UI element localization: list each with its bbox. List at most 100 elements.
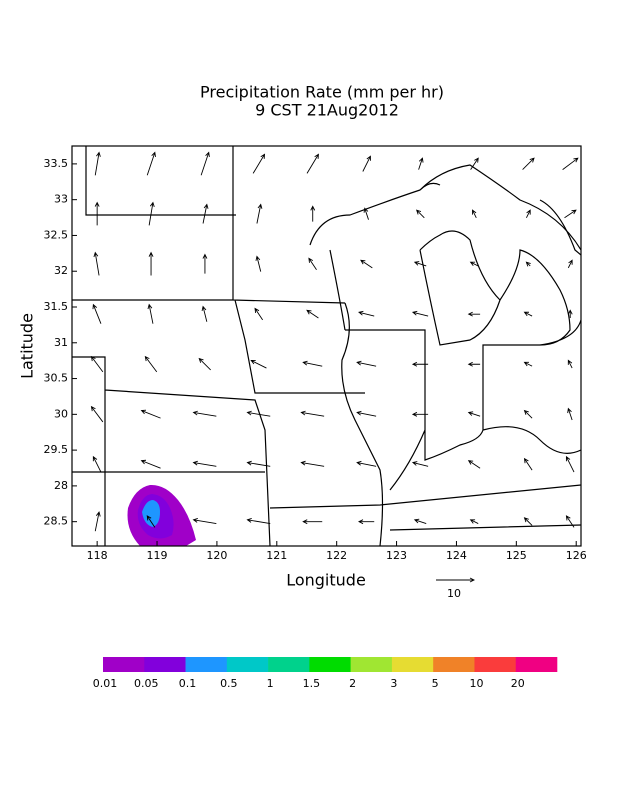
y-tick-label: 33.5 <box>44 157 69 170</box>
wind-arrow <box>146 151 156 176</box>
x-tick-label: 124 <box>446 549 467 562</box>
colorbar-box <box>144 657 186 672</box>
wind-arrow <box>526 209 531 218</box>
wind-arrow <box>567 259 573 269</box>
wind-arrow <box>94 151 101 176</box>
wind-arrow <box>310 205 316 222</box>
boundaries <box>72 146 581 546</box>
wind-arrow <box>467 311 481 317</box>
wind-arrow <box>92 303 102 324</box>
wind-arrow <box>356 410 377 417</box>
wind-arrow <box>306 309 319 319</box>
y-tick-label: 31 <box>54 336 68 349</box>
wind-arrow <box>308 257 317 271</box>
x-tick-label: 122 <box>326 549 347 562</box>
colorbar-box <box>268 657 310 672</box>
plot-frame <box>71 145 582 547</box>
wind-arrow <box>467 460 481 469</box>
wind-arrow <box>523 311 533 317</box>
colorbar-box <box>350 657 393 672</box>
y-tick-label: 32.5 <box>44 228 69 241</box>
wind-arrow <box>565 515 575 528</box>
y-tick-label: 28.5 <box>44 515 69 528</box>
wind-arrow <box>246 460 271 467</box>
wind-arrow <box>523 517 533 526</box>
y-tick-label: 33 <box>54 193 68 206</box>
colorbar-box <box>103 657 145 672</box>
wind-arrow <box>256 203 263 224</box>
wind-arrow <box>467 411 481 417</box>
colorbar-box <box>474 657 517 672</box>
wind-arrow <box>470 157 479 170</box>
wind-arrow <box>202 253 208 274</box>
wind-arrow <box>562 157 579 170</box>
wind-arrow <box>246 518 271 525</box>
wind-arrow <box>148 201 155 226</box>
wind-arrow <box>192 410 217 417</box>
wind-arrow <box>94 201 100 226</box>
y-axis-label: Latitude <box>18 313 37 379</box>
wind-arrow <box>525 261 531 267</box>
wind-arrow <box>411 361 429 367</box>
wind-arrow <box>523 457 533 471</box>
wind-arrow <box>140 459 161 469</box>
chart-subtitle: 9 CST 21Aug2012 <box>255 101 399 120</box>
wind-arrow <box>140 409 161 419</box>
wind-arrow <box>198 357 211 371</box>
wind-arrow <box>90 405 104 423</box>
wind-arrow <box>148 251 154 276</box>
wind-arrow <box>362 155 371 172</box>
x-tick-label: 121 <box>266 549 287 562</box>
wind-arrow <box>523 409 533 419</box>
colorbar-label: 10 <box>469 677 483 690</box>
wind-arrow <box>300 410 325 417</box>
wind-arrow <box>567 359 573 369</box>
y-tick-label: 30 <box>54 407 68 420</box>
colorbar-label: 1.5 <box>303 677 321 690</box>
colorbar-label: 0.05 <box>134 677 159 690</box>
wind-arrow <box>146 515 156 528</box>
colorbar-label: 3 <box>390 677 397 690</box>
x-tick-label: 118 <box>87 549 108 562</box>
colorbar-label: 0.1 <box>179 677 197 690</box>
colorbar-label: 2 <box>349 677 356 690</box>
wind-arrow <box>411 310 429 317</box>
wind-arrow <box>358 310 375 317</box>
x-tick-label: 120 <box>206 549 227 562</box>
wind-arrow <box>254 307 264 321</box>
x-tick-label: 119 <box>147 549 168 562</box>
wind-arrow <box>472 209 477 218</box>
map <box>72 146 581 546</box>
y-tick-label: 29.5 <box>44 443 69 456</box>
wind-arrow <box>200 151 210 176</box>
x-tick-label: 125 <box>506 549 527 562</box>
wind-arrow <box>144 355 158 373</box>
colorbar-box <box>391 657 434 672</box>
wind-arrow <box>356 360 377 367</box>
wind-arrow <box>363 207 369 220</box>
wind-arrow <box>192 518 217 525</box>
wind-arrow <box>567 309 573 318</box>
wind-arrow <box>90 355 104 373</box>
wind-arrow <box>416 209 425 219</box>
colorbar-label: 5 <box>432 677 439 690</box>
wind-arrow <box>252 153 266 174</box>
wind-arrow <box>413 261 427 267</box>
colorbar-box <box>226 657 269 672</box>
wind-arrow <box>413 518 427 524</box>
wind-arrow <box>302 360 323 367</box>
colorbar-label: 0.01 <box>93 677 118 690</box>
wind-arrow <box>522 157 535 170</box>
wind-arrow <box>147 303 154 324</box>
x-axis-label: Longitude <box>286 571 366 590</box>
chart-title: Precipitation Rate (mm per hr) <box>200 83 444 102</box>
precip-area <box>127 484 196 546</box>
wind-arrow <box>418 157 424 170</box>
colorbar-box <box>185 657 228 672</box>
y-tick-label: 28 <box>54 479 68 492</box>
wind-arrow <box>201 305 208 322</box>
colorbar-box <box>309 657 351 672</box>
wind-arrow <box>94 511 101 532</box>
wind-arrow <box>250 359 267 369</box>
